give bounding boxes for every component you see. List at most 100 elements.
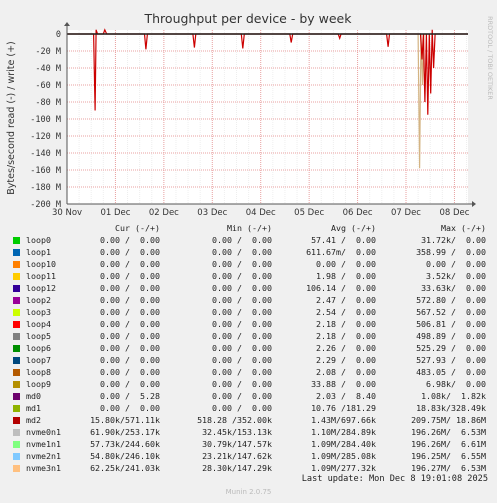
x-tick-label: 04 Dec (246, 208, 276, 218)
legend-swatch (13, 321, 20, 328)
legend-min: 0.00 / 0.00 (212, 367, 272, 377)
legend-min: 0.00 / 0.00 (212, 283, 272, 293)
legend-row: loop2 0.00 / 0.00 0.00 / 0.00 2.47 / 0.00 57… (0, 295, 497, 307)
throughput-chart: Throughput per device - by week Bytes/se… (6, 11, 494, 218)
legend-swatch (13, 345, 20, 352)
y-tick-label: -40 M (35, 64, 61, 74)
legend-min: 0.00 / 0.00 (212, 235, 272, 245)
legend-row: loop0 0.00 / 0.00 0.00 / 0.00 57.41 / 0.00 3… (0, 235, 497, 247)
legend-max: 358.99 / 0.00 (416, 247, 486, 257)
legend-series-name: nvme1n1 (26, 439, 61, 449)
legend-swatch (13, 285, 20, 292)
legend-min: 0.00 / 0.00 (212, 379, 272, 389)
legend-avg: 106.14 / 0.00 (306, 283, 376, 293)
legend-min: 0.00 / 0.00 (212, 259, 272, 269)
y-tick-label: -140 M (30, 149, 61, 159)
legend-swatch (13, 357, 20, 364)
legend-series-name: nvme2n1 (26, 451, 61, 461)
y-tick-label: -100 M (30, 115, 61, 125)
y-tick-labels: 0 -20 M -40 M -60 M -80 M -100 M -120 M -140 M -… (30, 30, 61, 210)
legend-swatch (13, 297, 20, 304)
legend-min: 518.28 /352.00k (197, 415, 272, 425)
legend-max: 33.63k/ 0.00 (421, 283, 486, 293)
legend-avg: 611.67m/ 0.00 (306, 247, 376, 257)
legend-min: 23.21k/147.62k (202, 451, 272, 461)
legend-cur: 0.00 / 0.00 (100, 259, 160, 269)
legend-min: 0.00 / 0.00 (212, 343, 272, 353)
legend-swatch (13, 273, 20, 280)
legend-row: nvme0n1 61.90k/253.17k 32.45k/153.13k 1.10M… (0, 427, 497, 439)
legend-max: 3.52k/ 0.00 (426, 271, 486, 281)
legend-swatch (13, 309, 20, 316)
x-tick-label: 07 Dec (391, 208, 421, 218)
legend-row: nvme1n1 57.73k/244.60k 30.79k/147.57k 1.09M… (0, 439, 497, 451)
legend-swatch (13, 453, 20, 460)
legend-max: 196.27M/ 6.53M (411, 463, 486, 473)
legend-max: 0.00 / 0.00 (426, 259, 486, 269)
legend-swatch (13, 261, 20, 268)
legend-avg: 2.18 / 0.00 (316, 319, 376, 329)
legend-avg: 2.08 / 0.00 (316, 367, 376, 377)
y-tick-label: -200 M (30, 200, 61, 210)
legend-row: loop10 0.00 / 0.00 0.00 / 0.00 0.00 / 0.00 0… (0, 259, 497, 271)
legend-max: 196.26M/ 6.53M (411, 427, 486, 437)
legend-series-name: md2 (26, 415, 41, 425)
legend-cur: 62.25k/241.03k (90, 463, 160, 473)
legend-header: Cur (-/+) Min (-/+) Avg (-/+) Max (-/+) (0, 223, 497, 235)
legend-row: md2 15.80k/571.11k 518.28 /352.00k 1.43M/69… (0, 415, 497, 427)
x-tick-label: 01 Dec (100, 208, 130, 218)
legend-min: 0.00 / 0.00 (212, 271, 272, 281)
legend-min: 0.00 / 0.00 (212, 307, 272, 317)
legend-min: 0.00 / 0.00 (212, 391, 272, 401)
legend-swatch (13, 441, 20, 448)
legend-row: loop11 0.00 / 0.00 0.00 / 0.00 1.98 / 0.00 3… (0, 271, 497, 283)
legend-avg: 33.88 / 0.00 (311, 379, 376, 389)
legend-max: 506.81 / 0.00 (416, 319, 486, 329)
legend-avg: 57.41 / 0.00 (311, 235, 376, 245)
last-update: Last update: Mon Dec 8 19:01:08 2025 (301, 474, 488, 484)
legend-max: 525.29 / 0.00 (416, 343, 486, 353)
legend-row: nvme2n1 54.80k/246.10k 23.21k/147.62k 1.09M… (0, 451, 497, 463)
legend-cur: 0.00 / 0.00 (100, 379, 160, 389)
legend-avg: 0.00 / 0.00 (316, 259, 376, 269)
legend-avg: 2.47 / 0.00 (316, 295, 376, 305)
legend-series-name: loop11 (26, 271, 56, 281)
x-axis-arrow (472, 201, 476, 207)
legend-avg: 1.09M/285.08k (311, 451, 376, 461)
legend-row: loop7 0.00 / 0.00 0.00 / 0.00 2.29 / 0.00 52… (0, 355, 497, 367)
legend-swatch (13, 465, 20, 472)
legend-max: 483.05 / 0.00 (416, 367, 486, 377)
legend-cur: 0.00 / 0.00 (100, 271, 160, 281)
legend-swatch (13, 381, 20, 388)
y-tick-label: 0 (56, 30, 61, 40)
legend-row: loop5 0.00 / 0.00 0.00 / 0.00 2.18 / 0.00 49… (0, 331, 497, 343)
legend-row: nvme3n1 62.25k/241.03k 28.30k/147.29k 1.09M… (0, 463, 497, 475)
legend-max: 1.08k/ 1.82k (421, 391, 486, 401)
legend-series-name: loop3 (26, 307, 51, 317)
legend-min: 32.45k/153.13k (202, 427, 272, 437)
legend-max: 527.93 / 0.00 (416, 355, 486, 365)
legend-max: 209.75M/ 18.86M (411, 415, 486, 425)
legend-series-name: md1 (26, 403, 41, 413)
legend-cur: 0.00 / 0.00 (100, 307, 160, 317)
legend-swatch (13, 417, 20, 424)
legend-row: loop6 0.00 / 0.00 0.00 / 0.00 2.26 / 0.00 52… (0, 343, 497, 355)
legend-swatch (13, 393, 20, 400)
legend-series-name: nvme3n1 (26, 463, 61, 473)
x-tick-label: 02 Dec (149, 208, 179, 218)
x-tick-label: 03 Dec (197, 208, 227, 218)
legend-header-max: Max (-/+) (441, 223, 486, 233)
legend-max: 567.52 / 0.00 (416, 307, 486, 317)
legend-cur: 0.00 / 0.00 (100, 283, 160, 293)
legend-series-name: loop0 (26, 235, 51, 245)
legend-avg: 1.10M/284.89k (311, 427, 376, 437)
legend-swatch (13, 333, 20, 340)
y-axis-label: Bytes/second read (-) / write (+) (6, 41, 17, 195)
legend-min: 0.00 / 0.00 (212, 295, 272, 305)
legend-cur: 0.00 / 0.00 (100, 235, 160, 245)
x-tick-label: 08 Dec (439, 208, 469, 218)
legend-avg: 2.03 / 8.40 (316, 391, 376, 401)
legend-cur: 15.80k/571.11k (90, 415, 160, 425)
legend-swatch (13, 405, 20, 412)
legend-series-name: loop2 (26, 295, 51, 305)
